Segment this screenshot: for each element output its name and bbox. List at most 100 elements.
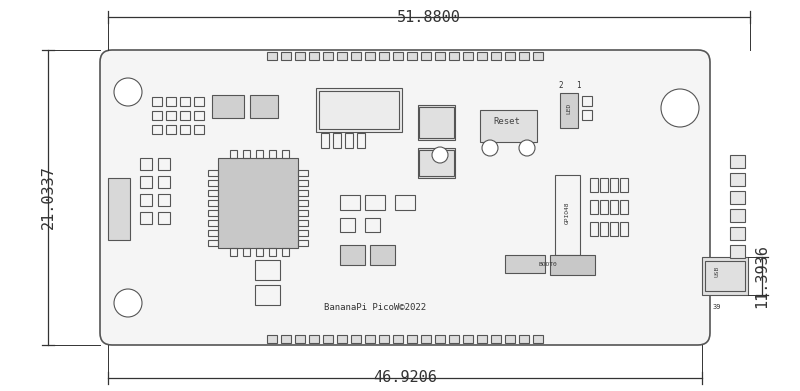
Circle shape xyxy=(519,140,535,156)
Bar xyxy=(255,260,280,280)
Bar xyxy=(208,180,218,186)
Bar xyxy=(610,178,618,192)
Circle shape xyxy=(432,147,448,163)
Bar xyxy=(365,52,375,60)
Bar xyxy=(319,91,399,129)
Bar xyxy=(298,170,308,176)
Bar xyxy=(407,335,417,343)
Bar xyxy=(730,227,745,240)
Text: LED: LED xyxy=(566,102,571,114)
Bar xyxy=(295,52,305,60)
Bar xyxy=(158,158,170,170)
Bar xyxy=(477,52,487,60)
Bar xyxy=(269,150,276,158)
Bar xyxy=(590,200,598,214)
Bar xyxy=(243,150,250,158)
Bar xyxy=(230,248,237,256)
Bar xyxy=(269,248,276,256)
Bar xyxy=(212,95,244,118)
Bar xyxy=(282,150,289,158)
Bar xyxy=(255,285,280,305)
Bar xyxy=(140,176,152,188)
Bar xyxy=(208,200,218,206)
Bar xyxy=(582,96,592,106)
Bar xyxy=(345,133,353,148)
Bar xyxy=(393,52,403,60)
Bar xyxy=(267,335,277,343)
Bar xyxy=(298,230,308,236)
Text: 1: 1 xyxy=(576,81,580,90)
Bar xyxy=(463,335,473,343)
Bar xyxy=(152,97,162,106)
Bar xyxy=(357,133,365,148)
Bar xyxy=(208,170,218,176)
Bar xyxy=(166,125,176,134)
Circle shape xyxy=(661,89,699,127)
Bar xyxy=(505,52,515,60)
Bar xyxy=(730,173,745,186)
Bar xyxy=(600,200,608,214)
Bar xyxy=(519,335,529,343)
Bar xyxy=(379,52,389,60)
Bar xyxy=(555,175,580,255)
Bar xyxy=(309,335,319,343)
Bar xyxy=(550,255,595,275)
Bar xyxy=(340,195,360,210)
Bar xyxy=(256,150,263,158)
Circle shape xyxy=(482,140,498,156)
Bar xyxy=(218,158,298,248)
Bar xyxy=(152,125,162,134)
Bar xyxy=(337,335,347,343)
Bar xyxy=(491,52,501,60)
Bar xyxy=(208,240,218,246)
Bar xyxy=(620,178,628,192)
Text: 2: 2 xyxy=(558,81,563,90)
Circle shape xyxy=(114,78,142,106)
Bar xyxy=(600,178,608,192)
Bar xyxy=(243,248,250,256)
Bar xyxy=(730,245,745,258)
Bar xyxy=(152,111,162,120)
Bar xyxy=(333,133,341,148)
Bar xyxy=(519,52,529,60)
Bar xyxy=(418,148,455,178)
Bar xyxy=(321,133,329,148)
Bar xyxy=(250,95,278,118)
Bar xyxy=(407,52,417,60)
Bar xyxy=(560,93,578,128)
Bar xyxy=(208,220,218,226)
Bar xyxy=(610,200,618,214)
Bar xyxy=(421,335,431,343)
Bar xyxy=(395,195,415,210)
Bar xyxy=(298,180,308,186)
Bar xyxy=(463,52,473,60)
Text: USB: USB xyxy=(714,265,719,276)
Bar xyxy=(140,194,152,206)
Text: BananaPi PicoW©2022: BananaPi PicoW©2022 xyxy=(324,303,426,312)
Bar xyxy=(298,210,308,216)
Bar xyxy=(298,190,308,196)
Bar xyxy=(379,335,389,343)
Bar xyxy=(590,178,598,192)
Bar xyxy=(295,335,305,343)
Bar xyxy=(449,335,459,343)
Text: 21.0337: 21.0337 xyxy=(41,165,55,230)
Bar xyxy=(730,209,745,222)
Bar xyxy=(590,222,598,236)
Bar xyxy=(600,222,608,236)
Bar xyxy=(702,257,748,295)
Bar xyxy=(620,222,628,236)
Bar xyxy=(582,110,592,120)
Bar xyxy=(505,335,515,343)
Bar xyxy=(705,261,745,291)
Bar xyxy=(419,150,454,176)
Bar xyxy=(477,335,487,343)
Bar xyxy=(365,218,380,232)
Bar xyxy=(208,230,218,236)
Bar xyxy=(316,88,402,132)
Bar xyxy=(108,178,130,240)
Bar xyxy=(435,335,445,343)
Bar xyxy=(418,105,455,140)
Bar xyxy=(282,248,289,256)
Bar xyxy=(730,191,745,204)
